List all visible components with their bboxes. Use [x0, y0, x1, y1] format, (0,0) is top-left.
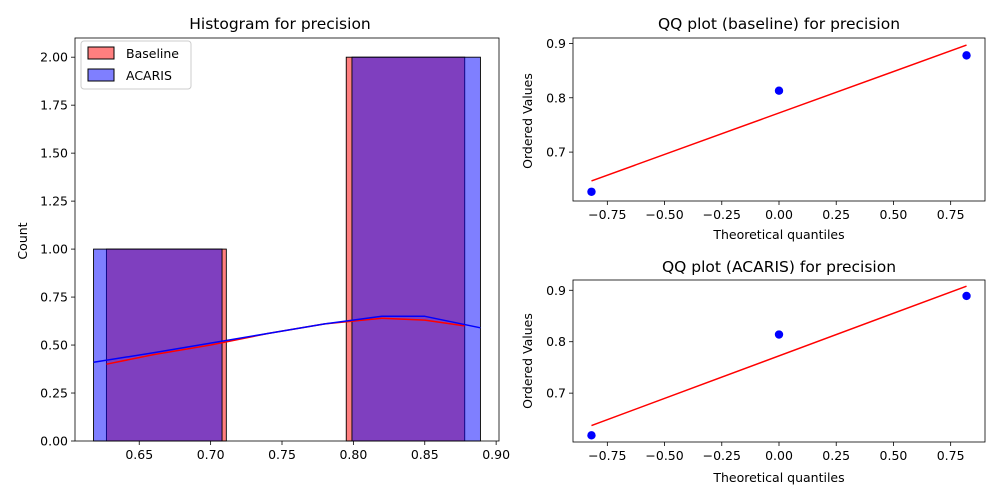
qq-baseline-y-tick-label: 0.7	[546, 145, 566, 160]
qq-acaris-data-point	[587, 431, 596, 440]
histogram-y-tick-label: 0.00	[40, 434, 68, 449]
qq-baseline-title: QQ plot (baseline) for precision	[658, 15, 900, 33]
histogram-y-axis-label: Count	[15, 222, 30, 259]
histogram-y-tick-label: 1.75	[40, 98, 68, 113]
histogram-y-tick-label: 2.00	[40, 50, 68, 65]
legend-label-baseline: Baseline	[126, 46, 179, 61]
qq-acaris-fit-line	[591, 285, 967, 427]
histogram-x-tick-label: 0.90	[482, 447, 510, 462]
histogram-legend: Baseline ACARIS	[80, 40, 192, 90]
qq-baseline-axes-frame	[572, 37, 986, 202]
qq-acaris-y-tick-label: 0.7	[546, 386, 566, 401]
qq-acaris-panel: QQ plot (ACARIS) for precision Theoretic…	[520, 258, 986, 485]
qq-baseline-x-tick-label: 0.75	[937, 207, 965, 222]
qq-acaris-axes-frame	[572, 279, 986, 443]
qq-baseline-x-tick-label: 0.25	[822, 207, 850, 222]
legend-label-acaris: ACARIS	[126, 68, 172, 83]
histogram-axes-frame	[74, 37, 500, 442]
histogram-plot-area: 0.65 0.70 0.75 0.80 0.85 0.90 0.00 0.25 0.50 0.75…	[40, 37, 510, 462]
qq-acaris-x-axis-label: Theoretical quantiles	[712, 470, 844, 485]
qq-baseline-x-tick-label: 0.50	[880, 207, 908, 222]
kde-line-acaris	[93, 315, 481, 364]
histogram-y-tick-label: 1.25	[40, 194, 68, 209]
histogram-x-tick-label: 0.85	[411, 447, 439, 462]
histogram-bar-acaris	[351, 56, 481, 442]
histogram-y-tick-label: 0.25	[40, 386, 68, 401]
qq-acaris-x-tick-label: 0.75	[937, 448, 965, 463]
qq-acaris-x-tick-label: 0.25	[822, 448, 850, 463]
histogram-x-tick-label: 0.80	[339, 447, 367, 462]
qq-baseline-y-tick-label: 0.8	[546, 90, 566, 105]
qq-acaris-x-tick-label: 0.00	[765, 448, 793, 463]
qq-acaris-y-tick-label: 0.9	[546, 283, 566, 298]
histogram-y-tick-label: 1.00	[40, 242, 68, 257]
legend-swatch-baseline	[87, 46, 115, 60]
qq-acaris-x-tick-label: −0.75	[588, 448, 626, 463]
qq-baseline-panel: QQ plot (baseline) for precision Theoret…	[520, 15, 986, 242]
legend-swatch-acaris	[87, 68, 115, 82]
qq-baseline-x-tick-label: −0.25	[703, 207, 741, 222]
histogram-y-tick-label: 1.50	[40, 146, 68, 161]
qq-acaris-data-point	[962, 291, 971, 301]
qq-baseline-data-point	[962, 51, 971, 60]
histogram-panel: Histogram for precision Count 0.65 0.70 0.…	[15, 15, 510, 462]
histogram-y-tick-label: 0.50	[40, 338, 68, 353]
histogram-x-tick-label: 0.65	[125, 447, 153, 462]
qq-baseline-x-axis-label: Theoretical quantiles	[712, 227, 844, 242]
qq-acaris-x-tick-label: −0.50	[645, 448, 683, 463]
qq-baseline-data-point	[587, 187, 596, 196]
qq-baseline-y-tick-label: 0.9	[546, 36, 566, 51]
qq-baseline-fit-line	[591, 44, 967, 182]
histogram-x-tick-label: 0.75	[268, 447, 296, 462]
qq-acaris-plot-area: −0.75 −0.50 −0.25 0.00 0.25 0.50 0.75 0.7 0.8 0.9	[546, 279, 986, 463]
qq-baseline-data-point	[774, 86, 784, 95]
qq-baseline-plot-area: −0.75 −0.50 −0.25 0.00 0.25 0.50 0.75 0.7 0.8 0.9	[546, 36, 986, 222]
histogram-title: Histogram for precision	[189, 15, 371, 33]
qq-acaris-y-axis-label: Ordered Values	[520, 313, 535, 409]
qq-acaris-x-tick-label: 0.50	[880, 448, 908, 463]
qq-acaris-x-tick-label: −0.25	[703, 448, 741, 463]
qq-acaris-data-point	[774, 330, 784, 339]
qq-baseline-y-axis-label: Ordered Values	[520, 73, 535, 169]
qq-baseline-x-tick-label: −0.75	[588, 207, 626, 222]
qq-acaris-title: QQ plot (ACARIS) for precision	[662, 258, 896, 276]
qq-baseline-x-tick-label: −0.50	[645, 207, 683, 222]
histogram-y-tick-label: 0.75	[40, 290, 68, 305]
qq-acaris-y-tick-label: 0.8	[546, 334, 566, 349]
histogram-x-tick-label: 0.70	[197, 447, 225, 462]
qq-baseline-x-tick-label: 0.00	[765, 207, 793, 222]
